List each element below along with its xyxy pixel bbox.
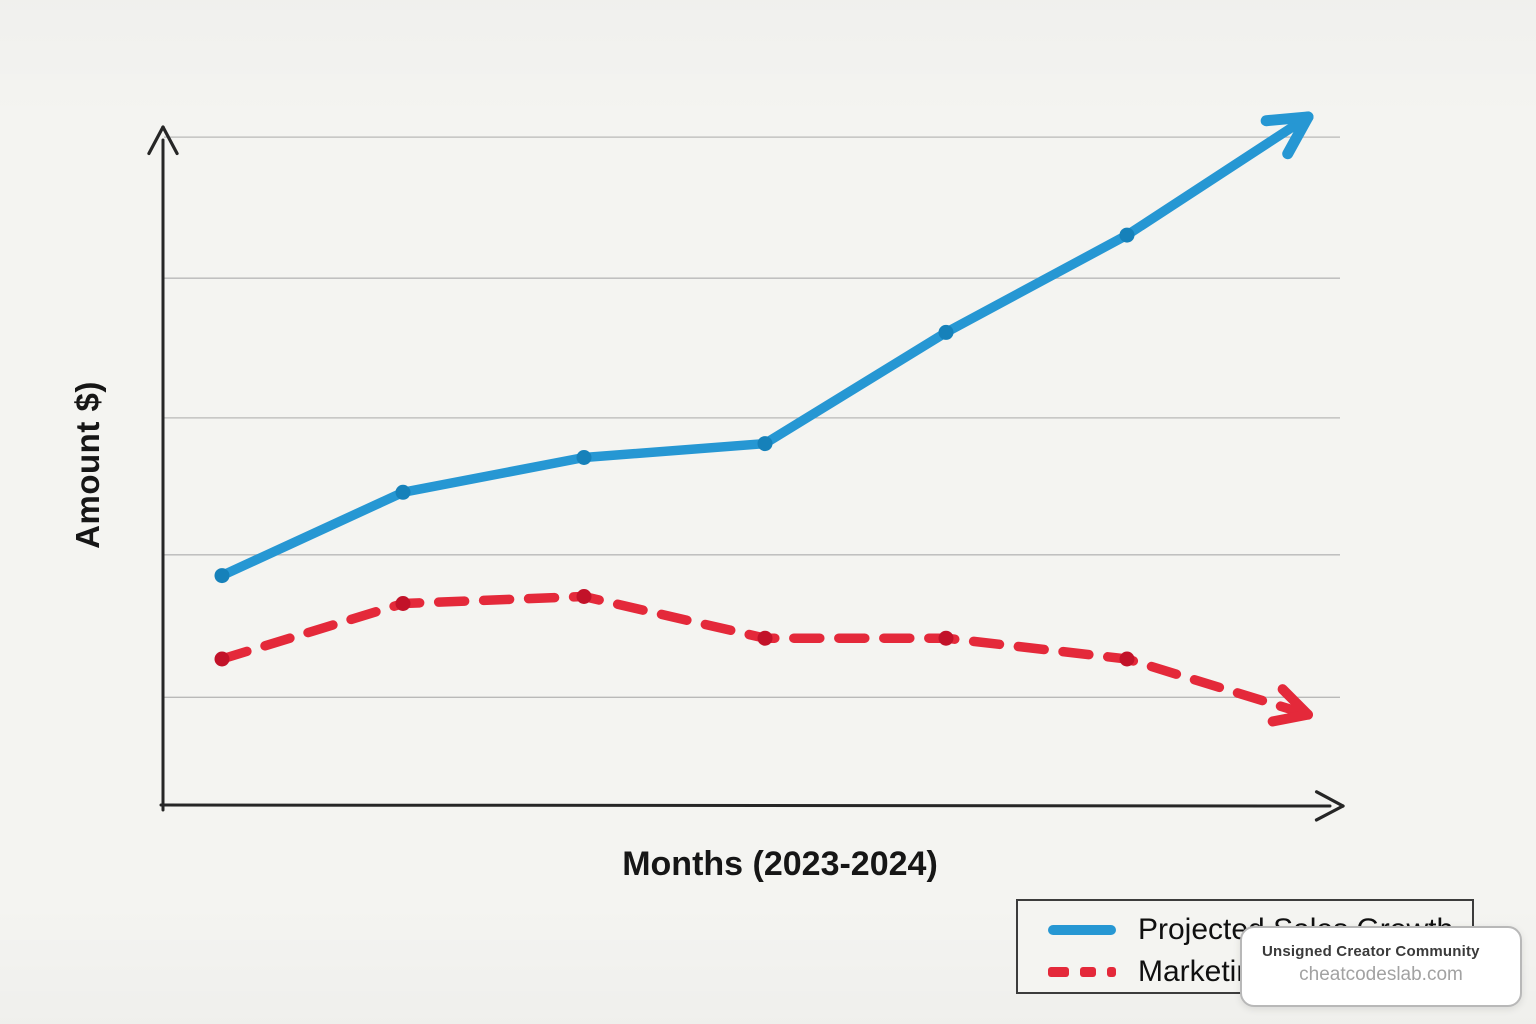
series-markers-marketing xyxy=(214,589,1135,667)
series-projected-sales-growth xyxy=(214,111,1314,584)
data-point-marker xyxy=(214,651,230,667)
y-axis-label: Amount $) xyxy=(69,381,106,549)
watermark-site-url: cheatcodeslab.com xyxy=(1299,964,1463,985)
series-markers-projected-sales-growth xyxy=(214,227,1135,584)
watermark-title: Unsigned Creator Community xyxy=(1262,943,1480,960)
x-axis-line xyxy=(159,803,1332,808)
data-point-marker xyxy=(938,324,954,340)
data-point-marker xyxy=(1119,651,1135,667)
data-point-marker xyxy=(576,450,592,465)
series-line-projected-sales-growth xyxy=(217,112,1313,581)
data-point-marker xyxy=(757,436,773,452)
data-point-marker xyxy=(938,630,954,646)
data-point-marker xyxy=(214,568,230,584)
data-point-marker xyxy=(1119,227,1135,243)
blue-solid-line-swatch-icon xyxy=(1048,925,1116,935)
axes xyxy=(147,125,1345,822)
gridlines xyxy=(164,136,1340,698)
watermark-card: Unsigned Creator Community cheatcodeslab… xyxy=(1240,926,1522,1007)
data-point-marker xyxy=(757,630,773,646)
data-point-marker xyxy=(395,484,411,500)
x-axis-label: Months (2023-2024) xyxy=(622,845,938,883)
red-dashed-line-swatch-icon xyxy=(1048,967,1116,977)
data-point-marker xyxy=(395,596,411,611)
data-point-marker xyxy=(576,589,592,604)
series-marketing xyxy=(214,589,1313,727)
